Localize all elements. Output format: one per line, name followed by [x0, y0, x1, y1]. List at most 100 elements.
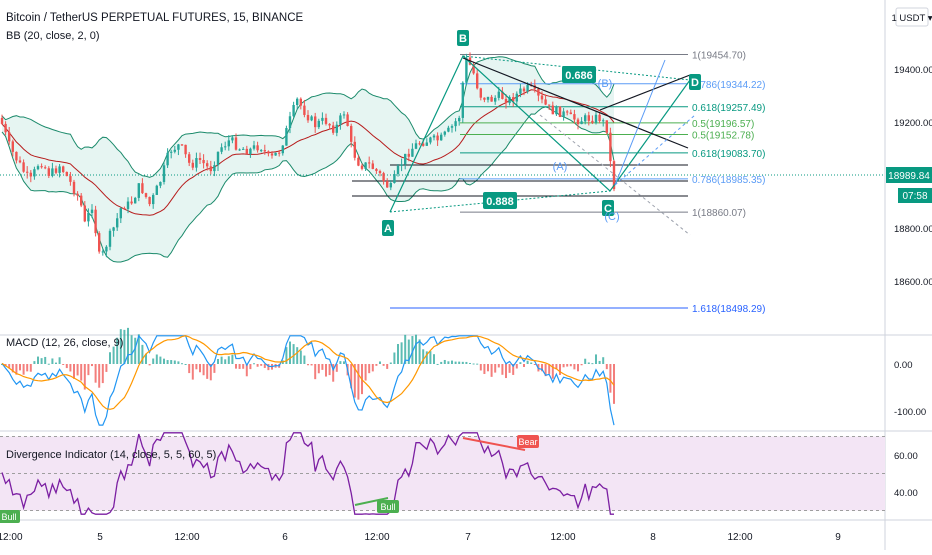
wave-label: (A) [553, 161, 568, 173]
candle-body [47, 168, 50, 176]
macd-histogram-bar [497, 364, 500, 368]
macd-histogram-bar [58, 357, 61, 364]
candle-body [191, 162, 194, 168]
macd-histogram-bar [209, 364, 212, 381]
macd-histogram-bar [134, 337, 137, 364]
macd-histogram-bar [199, 364, 201, 373]
candle-body [551, 105, 554, 115]
candle-body [580, 121, 583, 125]
point-a-label: A [384, 223, 392, 235]
bar-countdown-value: 07:58 [902, 191, 927, 202]
candle-body [288, 116, 292, 129]
point-b-label-box [457, 30, 469, 46]
macd-histogram-bar [415, 334, 417, 364]
candle-body [458, 117, 461, 122]
macd-indicator-label[interactable]: MACD (12, 26, close, 9) [6, 337, 123, 349]
macd-histogram-bar [343, 361, 345, 364]
candle-body [461, 82, 464, 118]
time-axis-tick: 12:00 [727, 532, 752, 543]
candle-body [432, 135, 436, 138]
candle-body [587, 115, 590, 121]
macd-histogram-bar [483, 364, 486, 374]
macd-histogram-bar [29, 364, 32, 372]
macd-histogram-bar [447, 361, 450, 364]
macd-histogram-bar [33, 361, 36, 364]
candle-body [353, 141, 356, 158]
macd-histogram-bar [332, 364, 335, 382]
candle-body [443, 131, 446, 135]
macd-histogram-bar [163, 358, 165, 364]
candle-body [418, 143, 421, 145]
candle-body [206, 163, 209, 167]
candle-body [72, 181, 76, 194]
candle-body [144, 193, 148, 197]
currency-scale-button[interactable] [895, 7, 929, 27]
macd-histogram-bar [389, 362, 392, 364]
trend-line [462, 57, 689, 149]
candle-body [69, 176, 72, 182]
candle-body [119, 208, 122, 219]
macd-histogram-bar [443, 359, 446, 364]
macd-histogram-bar [393, 352, 396, 364]
macd-histogram-bar [227, 356, 230, 364]
macd-histogram-bar [11, 364, 14, 373]
macd-histogram-bar [109, 352, 111, 364]
macd-histogram-bar [91, 364, 93, 367]
macd-histogram-bar [170, 360, 173, 364]
price-axis-tick: 19400.00 [894, 65, 932, 76]
ratio-ab-label-box [483, 192, 517, 209]
candle-body [555, 106, 558, 115]
macd-histogram-bar [595, 354, 597, 364]
macd-histogram-bar [195, 364, 198, 370]
macd-histogram-bar [436, 363, 439, 365]
macd-histogram-bar [566, 364, 569, 367]
macd-histogram-bar [573, 364, 576, 370]
candle-body [314, 116, 317, 128]
candle-body [382, 173, 385, 182]
candle-body [504, 98, 508, 104]
macd-histogram-bar [353, 364, 356, 398]
macd-histogram-bar [55, 362, 57, 364]
candle-body [526, 84, 529, 92]
candle-body [11, 141, 14, 152]
candle-body [436, 135, 439, 141]
candle-body [486, 96, 490, 100]
candle-body [195, 158, 198, 168]
candle-body [278, 152, 281, 154]
candle-body [26, 171, 29, 173]
macd-histogram-bar [256, 364, 259, 367]
macd-line [1, 334, 615, 426]
candle-body [220, 147, 223, 152]
fib-level-label: 1.618(18498.29) [692, 304, 765, 315]
macd-histogram-bar [350, 364, 353, 389]
time-axis-tick: 12:00 [550, 532, 575, 543]
macd-histogram-bar [508, 364, 511, 373]
macd-histogram-bar [94, 364, 97, 383]
macd-pane[interactable] [0, 336, 885, 430]
candle-body [508, 97, 511, 104]
macd-histogram-bar [364, 364, 367, 381]
rsi-indicator-label[interactable]: Divergence Indicator (14, close, 5, 5, 6… [6, 449, 216, 461]
macd-histogram-bar [181, 363, 183, 365]
candle-body [141, 183, 144, 194]
macd-histogram-bar [40, 358, 43, 364]
candle-body [65, 171, 68, 177]
candle-body [357, 157, 360, 166]
macd-histogram-bar [116, 337, 119, 364]
macd-histogram-bar [289, 341, 291, 364]
ratio-ab-label: 0.888 [486, 196, 514, 208]
bb-indicator-label[interactable]: BB (20, close, 2, 0) [6, 30, 100, 42]
macd-histogram-bar [429, 351, 432, 364]
macd-histogram-bar [148, 364, 151, 366]
candle-body [407, 153, 410, 157]
candle-body [558, 106, 562, 117]
candle-body [389, 183, 392, 188]
candle-body [440, 134, 443, 141]
macd-histogram-bar [112, 346, 115, 364]
chart-title: Bitcoin / TetherUS PERPETUAL FUTURES, 15… [6, 12, 304, 24]
candle-body [605, 120, 608, 133]
macd-histogram-bar [217, 358, 219, 364]
macd-histogram-bar [44, 356, 47, 364]
